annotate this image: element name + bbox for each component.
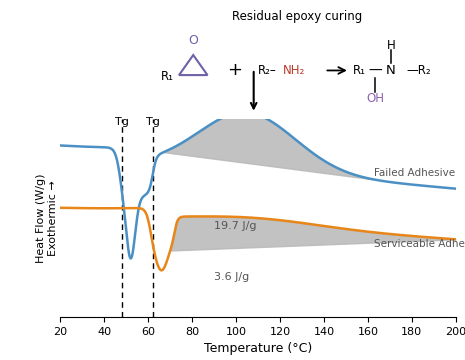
Text: R₁: R₁ xyxy=(161,70,174,83)
Text: —R₂: —R₂ xyxy=(407,64,432,77)
Text: 3.6 J/g: 3.6 J/g xyxy=(214,272,249,282)
Text: 19.7 J/g: 19.7 J/g xyxy=(214,221,257,231)
Text: O: O xyxy=(188,34,198,47)
X-axis label: Temperature (°C): Temperature (°C) xyxy=(204,342,312,355)
Text: R₁: R₁ xyxy=(353,64,366,77)
Text: OH: OH xyxy=(366,92,384,105)
Text: Tg: Tg xyxy=(115,117,129,127)
Text: H: H xyxy=(386,39,395,52)
FancyArrowPatch shape xyxy=(327,67,345,74)
Text: NH₂: NH₂ xyxy=(283,64,306,77)
Text: R₂–: R₂– xyxy=(258,64,277,77)
Text: Tg: Tg xyxy=(146,117,159,127)
Text: Serviceable Adhesive: Serviceable Adhesive xyxy=(374,239,465,249)
Text: Failed Adhesive: Failed Adhesive xyxy=(374,168,456,178)
Text: N: N xyxy=(386,64,396,77)
Text: +: + xyxy=(227,62,242,80)
Text: Residual epoxy curing: Residual epoxy curing xyxy=(232,10,363,23)
Y-axis label: Heat Flow (W/g)
Exothermic →: Heat Flow (W/g) Exothermic → xyxy=(36,173,58,262)
Text: —: — xyxy=(368,63,382,77)
